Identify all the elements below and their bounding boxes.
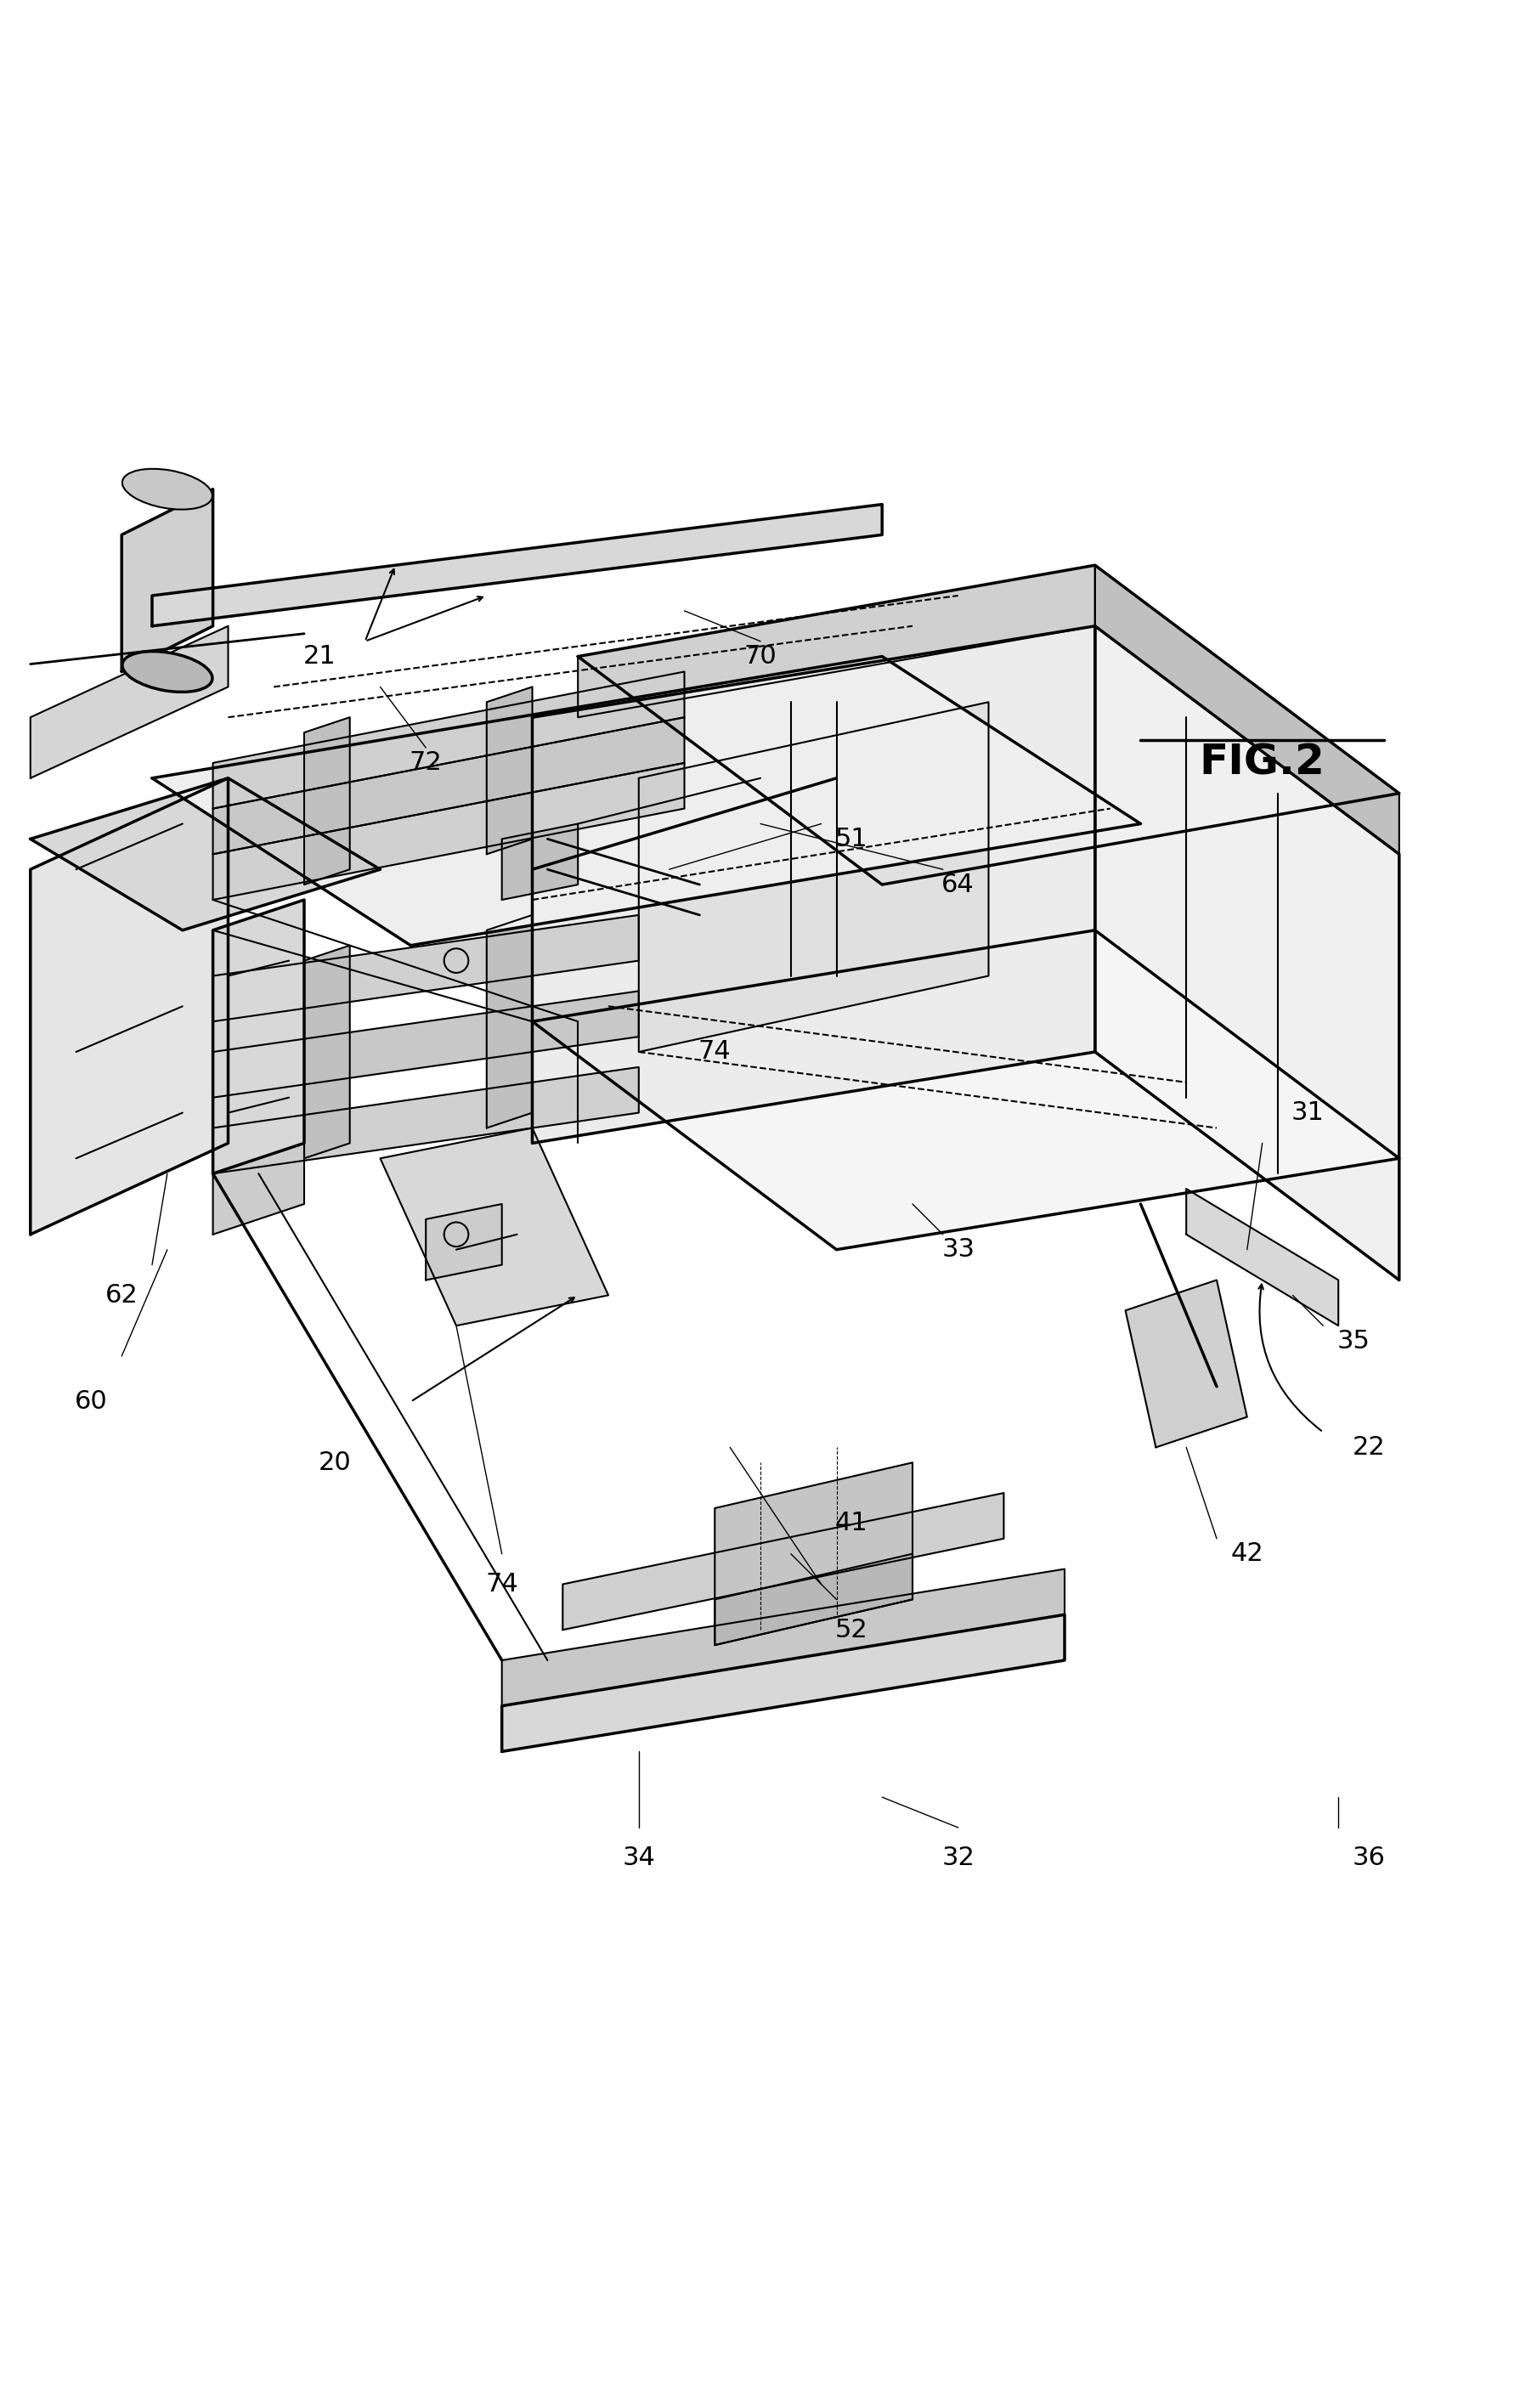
Ellipse shape — [122, 470, 213, 510]
Polygon shape — [1094, 626, 1398, 1281]
Polygon shape — [213, 1067, 638, 1173]
Text: 35: 35 — [1336, 1329, 1370, 1353]
Polygon shape — [486, 686, 532, 855]
Text: FIG.2: FIG.2 — [1199, 742, 1324, 783]
Text: 52: 52 — [834, 1618, 868, 1642]
Polygon shape — [1125, 1281, 1246, 1447]
Polygon shape — [213, 763, 684, 901]
Text: 74: 74 — [698, 1040, 731, 1064]
Polygon shape — [426, 1204, 502, 1281]
Text: 41: 41 — [834, 1512, 868, 1536]
Polygon shape — [532, 929, 1398, 1250]
Text: 20: 20 — [318, 1450, 351, 1474]
Polygon shape — [1186, 1190, 1338, 1327]
Text: 72: 72 — [409, 751, 442, 775]
Polygon shape — [213, 915, 638, 1021]
Text: 70: 70 — [743, 645, 777, 669]
Polygon shape — [714, 1462, 912, 1645]
Polygon shape — [486, 915, 532, 1127]
Polygon shape — [578, 566, 1094, 718]
Polygon shape — [380, 1127, 608, 1327]
Text: 51: 51 — [834, 826, 868, 852]
Polygon shape — [30, 626, 228, 778]
Ellipse shape — [122, 650, 213, 691]
Polygon shape — [502, 824, 578, 901]
Text: 33: 33 — [941, 1238, 974, 1262]
Polygon shape — [30, 778, 228, 1235]
Polygon shape — [714, 1553, 912, 1645]
Polygon shape — [304, 718, 350, 884]
Polygon shape — [122, 489, 213, 672]
Text: 74: 74 — [485, 1572, 518, 1597]
Text: 32: 32 — [941, 1845, 974, 1871]
Polygon shape — [532, 626, 1094, 1144]
Text: 64: 64 — [941, 872, 974, 896]
Polygon shape — [213, 672, 684, 809]
Polygon shape — [213, 901, 304, 1173]
Polygon shape — [578, 566, 1398, 884]
Text: 62: 62 — [105, 1283, 138, 1308]
Text: 36: 36 — [1351, 1845, 1385, 1871]
Polygon shape — [562, 1493, 1003, 1630]
Polygon shape — [502, 1570, 1064, 1705]
Text: 34: 34 — [622, 1845, 655, 1871]
Text: 31: 31 — [1290, 1100, 1324, 1125]
Text: 60: 60 — [74, 1389, 108, 1413]
Polygon shape — [30, 778, 380, 929]
Text: 42: 42 — [1230, 1541, 1263, 1565]
Text: 22: 22 — [1351, 1435, 1385, 1459]
Polygon shape — [502, 1616, 1064, 1751]
Polygon shape — [1094, 566, 1398, 855]
Polygon shape — [152, 657, 1140, 946]
Text: 21: 21 — [302, 645, 336, 669]
Polygon shape — [638, 703, 988, 1052]
Polygon shape — [304, 946, 350, 1158]
Polygon shape — [152, 503, 882, 626]
Polygon shape — [213, 718, 684, 855]
Polygon shape — [213, 1144, 304, 1235]
Polygon shape — [213, 992, 638, 1098]
